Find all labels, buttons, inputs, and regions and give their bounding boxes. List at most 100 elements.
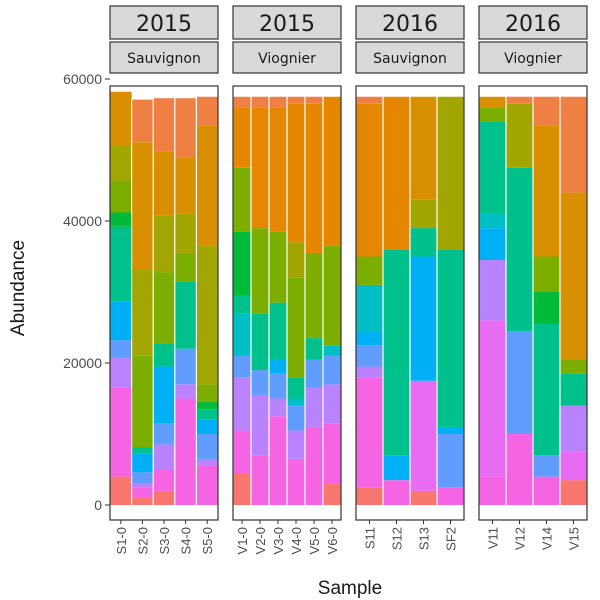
bar-segment [251, 394, 269, 456]
strip-variety-box [232, 41, 342, 74]
bar-segment [479, 260, 506, 321]
bar-segment [110, 340, 132, 359]
bar-segment [506, 103, 533, 168]
facet-panels: 2015 Sauvignon S1-0 S2-0 S3-0 S4-0 S5-0 2015 Vio… [109, 5, 588, 554]
bar-segment [269, 359, 287, 374]
bar-segment [533, 96, 560, 126]
bar-segment [174, 398, 197, 505]
bar-segment [110, 91, 132, 146]
bar-segment [174, 281, 197, 349]
bar-segment [269, 373, 287, 399]
bar-segment [479, 121, 506, 214]
bar-segment [479, 320, 506, 477]
bar-segment [323, 96, 341, 246]
bar-segment [479, 96, 506, 108]
bar-segment [233, 167, 251, 232]
bar-stack [409, 96, 437, 505]
bar-segment [153, 98, 175, 152]
bar-stack [286, 96, 305, 505]
bar-segment [251, 370, 269, 395]
panel-border [478, 85, 588, 521]
bar-segment [196, 384, 218, 403]
x-tick-label: S13 [417, 527, 432, 550]
bar-segment [410, 96, 437, 200]
bar-segment [131, 482, 154, 488]
facet-panel: 2015 Sauvignon S1-0 S2-0 S3-0 S4-0 S5-0 [109, 5, 219, 554]
bar-segment [410, 380, 437, 491]
bar-segment [233, 430, 251, 474]
x-tick-label: V14 [540, 527, 555, 550]
bar-segment [131, 447, 154, 454]
bar-segment [560, 373, 587, 406]
bar-segment [437, 249, 464, 427]
bar-segment [323, 384, 341, 424]
bar-segment [305, 359, 323, 388]
bar-segment [479, 476, 506, 505]
bar-segment [251, 96, 269, 108]
bar-segment [533, 125, 560, 257]
bar-segment [233, 295, 251, 314]
y-axis-title: Abundance [8, 240, 29, 336]
y-axis: 0 20000 40000 60000 [63, 71, 110, 513]
bar-stack [532, 96, 560, 505]
bar-stack [356, 96, 383, 505]
bar-segment [174, 384, 197, 399]
facet-panel: 2015 Viognier V1-0 V2-0 V3-0 V4-0 V5-0 V6-0 [232, 5, 342, 554]
bar-segment [153, 215, 175, 273]
bar-segment [410, 228, 437, 257]
x-tick-label: S3-0 [157, 527, 172, 554]
y-tick-label: 0 [94, 497, 102, 513]
bar-segment [110, 145, 132, 181]
bar-segment [533, 476, 560, 505]
bar-segment [323, 245, 341, 346]
bar-segment [287, 458, 305, 505]
bar-segment [287, 103, 305, 243]
strip-year-label: 2015 [136, 12, 192, 37]
bar-segment [174, 157, 197, 214]
bar-segment [323, 355, 341, 385]
x-tick-label: SF2 [444, 527, 459, 551]
bar-segment [560, 480, 587, 505]
bar-segment [110, 212, 132, 227]
bar-segment [153, 490, 175, 505]
x-tick-label: S1-0 [114, 527, 129, 554]
bar-segment [269, 96, 287, 108]
bar-stack [250, 96, 269, 505]
bar-segment [110, 476, 132, 505]
bar-segment [356, 331, 383, 346]
bar-segment [196, 419, 218, 434]
bar-segment [269, 302, 287, 360]
bar-segment [287, 398, 305, 406]
x-tick-label: V6-0 [325, 527, 340, 554]
bar-segment [110, 180, 132, 213]
bar-stack [195, 96, 218, 505]
strip-year-box [109, 5, 219, 40]
strip-variety-label: Viognier [504, 51, 562, 67]
bar-segment [196, 409, 218, 420]
x-tick-label: V3-0 [271, 527, 286, 554]
bar-segment [153, 366, 175, 424]
bar-segment [153, 444, 175, 470]
bar-segment [153, 343, 175, 367]
bar-segment [533, 256, 560, 292]
bar-segment [269, 231, 287, 303]
bar-segment [383, 96, 410, 250]
strip-year-label: 2015 [259, 12, 315, 37]
bar-segment [287, 96, 305, 104]
x-tick-label: V1-0 [235, 527, 250, 554]
bar-segment [233, 355, 251, 378]
strip-year-box [478, 5, 588, 40]
bar-segment [560, 405, 587, 452]
bar-segment [110, 358, 132, 388]
bar-segment [437, 96, 464, 250]
bar-segment [287, 430, 305, 459]
bar-stack [152, 98, 175, 505]
bar-segment [305, 96, 323, 104]
bar-segment [110, 226, 132, 302]
panel-border [355, 85, 465, 521]
bar-segment [233, 313, 251, 356]
facet-panel: 2016 Viognier V11 V12 V14 V15 [478, 5, 588, 550]
bar-segment [437, 434, 464, 488]
bar-stack [268, 96, 287, 505]
